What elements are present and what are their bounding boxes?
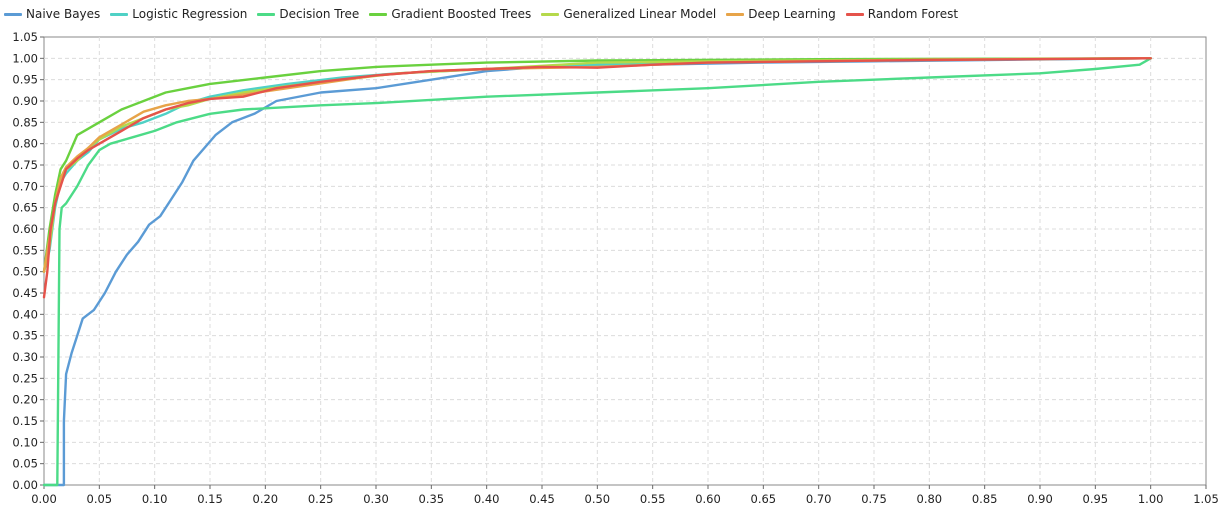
legend-label: Generalized Linear Model xyxy=(563,7,717,21)
y-tick-label: 0.40 xyxy=(12,307,38,321)
y-tick-label: 0.20 xyxy=(12,393,38,407)
y-tick-label: 0.60 xyxy=(12,222,38,236)
x-tick-label: 0.85 xyxy=(972,492,998,506)
x-tick-label: 0.00 xyxy=(31,492,57,506)
x-tick-label: 0.90 xyxy=(1027,492,1053,506)
legend-item-deep-learning: Deep Learning xyxy=(726,7,836,21)
y-tick-label: 0.35 xyxy=(12,329,38,343)
y-tick-label: 0.65 xyxy=(12,201,38,215)
y-tick-label: 0.30 xyxy=(12,350,38,364)
x-tick-label: 0.25 xyxy=(308,492,334,506)
x-tick-label: 0.95 xyxy=(1083,492,1109,506)
legend-item-logistic-regression: Logistic Regression xyxy=(110,7,247,21)
legend-label: Deep Learning xyxy=(748,7,836,21)
x-tick-label: 0.30 xyxy=(363,492,389,506)
legend-swatch xyxy=(541,12,560,16)
x-tick-label: 1.05 xyxy=(1193,492,1219,506)
legend-item-gradient-boosted-trees: Gradient Boosted Trees xyxy=(369,7,531,21)
y-tick-label: 1.00 xyxy=(12,51,38,65)
x-tick-label: 0.20 xyxy=(253,492,279,506)
x-tick-label: 0.45 xyxy=(529,492,555,506)
x-tick-label: 0.80 xyxy=(917,492,943,506)
legend-label: Naive Bayes xyxy=(26,7,101,21)
legend-label: Decision Tree xyxy=(279,7,360,21)
y-tick-label: 0.95 xyxy=(12,73,38,87)
legend-label: Gradient Boosted Trees xyxy=(391,7,532,21)
x-tick-label: 0.40 xyxy=(474,492,500,506)
y-tick-label: 0.10 xyxy=(12,435,38,449)
x-tick-label: 0.35 xyxy=(419,492,445,506)
x-tick-label: 1.00 xyxy=(1138,492,1164,506)
x-tick-label: 0.55 xyxy=(640,492,666,506)
y-tick-label: 0.55 xyxy=(12,243,38,257)
legend-swatch xyxy=(369,12,388,16)
x-tick-label: 0.15 xyxy=(197,492,223,506)
x-tick-label: 0.10 xyxy=(142,492,168,506)
y-tick-label: 1.05 xyxy=(12,30,38,44)
x-tick-label: 0.05 xyxy=(87,492,113,506)
legend-swatch xyxy=(845,12,864,16)
x-tick-label: 0.75 xyxy=(861,492,887,506)
y-tick-label: 0.85 xyxy=(12,115,38,129)
y-tick-label: 0.70 xyxy=(12,179,38,193)
legend-swatch xyxy=(726,12,745,16)
x-tick-label: 0.60 xyxy=(695,492,721,506)
legend-swatch xyxy=(110,12,129,16)
y-tick-label: 0.05 xyxy=(12,457,38,471)
legend-item-naive-bayes: Naive Bayes xyxy=(4,7,100,21)
x-tick-label: 0.65 xyxy=(751,492,777,506)
legend-label: Logistic Regression xyxy=(132,7,248,21)
series-line-gradient-boosted-trees xyxy=(42,57,1152,273)
plot-frame xyxy=(43,36,1207,486)
legend-item-generalized-linear-model: Generalized Linear Model xyxy=(541,7,716,21)
y-tick-label: 0.45 xyxy=(12,286,38,300)
y-tick-label: 0.50 xyxy=(12,265,38,279)
legend-item-random-forest: Random Forest xyxy=(845,7,959,21)
legend-swatch xyxy=(257,12,276,16)
x-tick-label: 0.50 xyxy=(585,492,611,506)
legend-label: Random Forest xyxy=(867,7,959,21)
y-tick-label: 0.00 xyxy=(12,478,38,492)
series-line-decision-tree xyxy=(42,57,1152,487)
y-tick-label: 0.90 xyxy=(12,94,38,108)
x-tick-label: 0.70 xyxy=(806,492,832,506)
y-tick-label: 0.75 xyxy=(12,158,38,172)
legend-swatch xyxy=(4,12,22,16)
y-tick-label: 0.80 xyxy=(12,137,38,151)
legend-item-decision-tree: Decision Tree xyxy=(257,7,359,21)
y-tick-label: 0.15 xyxy=(12,414,38,428)
y-tick-label: 0.25 xyxy=(12,371,38,385)
series-line-random-forest xyxy=(42,57,1152,299)
chart-legend: Naive Bayes Logistic Regression Decision T… xyxy=(4,4,958,24)
